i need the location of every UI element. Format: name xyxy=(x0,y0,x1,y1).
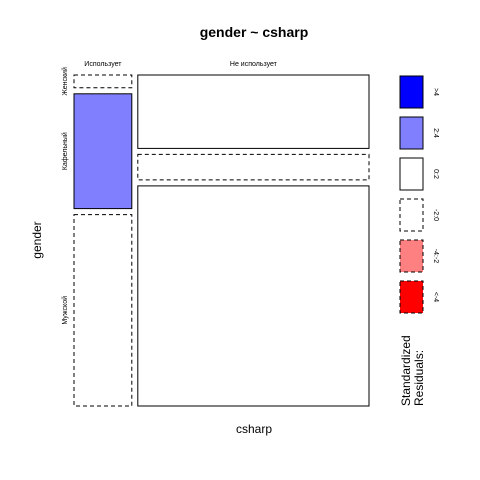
mosaic-tile xyxy=(73,93,133,210)
mosaic-tile xyxy=(137,153,370,181)
legend-swatch xyxy=(399,75,424,109)
row-label: Женский xyxy=(61,67,69,96)
legend-swatch xyxy=(399,280,424,314)
residuals-legend: >4 2:4 0:2 -2:0 -4:-2 <-4 Standardized Residual… xyxy=(399,75,439,406)
legend-swatch xyxy=(399,116,424,150)
mosaic-tile xyxy=(73,74,133,89)
column-label: Использует xyxy=(84,61,122,68)
mosaic-tile xyxy=(137,74,370,149)
mosaic-tile xyxy=(73,214,133,407)
column-label: Не использует xyxy=(230,61,278,68)
legend-swatch xyxy=(399,198,424,232)
legend-label: -2:0 xyxy=(432,209,439,221)
column-labels: Использует Не использует xyxy=(84,61,277,68)
y-axis-label: gender xyxy=(30,221,44,258)
x-axis-label: csharp xyxy=(236,422,272,436)
mosaic-tile xyxy=(137,185,370,407)
legend-swatch xyxy=(399,239,424,273)
legend-label: -4:-2 xyxy=(432,249,439,264)
legend-label: 0:2 xyxy=(432,169,439,179)
chart-title: gender ~ csharp xyxy=(200,24,309,40)
row-label: Мужской xyxy=(61,296,69,325)
mosaic-tiles xyxy=(73,74,370,407)
legend-title: Standardized xyxy=(399,335,413,406)
legend-swatch xyxy=(399,157,424,191)
row-label: Кафельный xyxy=(61,132,69,170)
row-labels: Женский Кафельный Мужской xyxy=(61,67,69,325)
legend-label: 2:4 xyxy=(432,128,439,138)
legend-label: <-4 xyxy=(432,292,439,302)
legend-label: >4 xyxy=(432,88,439,96)
legend-title: Residuals: xyxy=(412,350,426,406)
